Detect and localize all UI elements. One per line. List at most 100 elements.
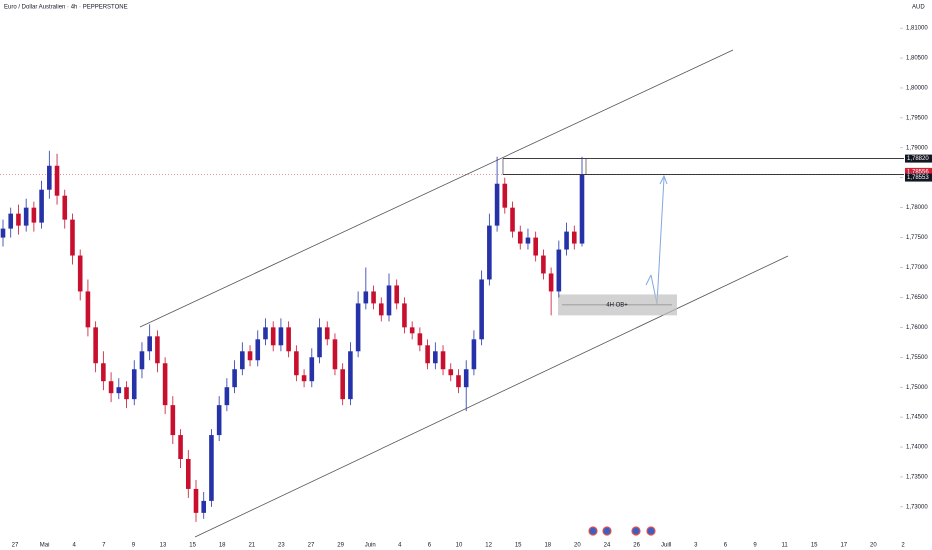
candle-body xyxy=(525,237,531,244)
price-label: 1,78553 xyxy=(907,175,929,181)
candle-body xyxy=(255,339,261,361)
candle-body xyxy=(85,291,91,328)
x-tick-label: 2 xyxy=(901,543,905,549)
candle-body xyxy=(394,285,400,304)
candle-body xyxy=(62,195,68,220)
candle-body xyxy=(479,279,484,340)
candle-body xyxy=(294,351,299,376)
event-icon[interactable] xyxy=(646,526,656,536)
y-tick-label: 1,75000 xyxy=(906,385,928,391)
candle-body xyxy=(247,351,253,361)
y-tick-label: 1,74000 xyxy=(906,445,928,451)
chart-title: Euro / Dollar Australien · 4h · PEPPERST… xyxy=(4,5,128,11)
candle-body xyxy=(355,303,361,352)
candle-body xyxy=(162,363,168,406)
candle-body xyxy=(548,273,554,292)
x-tick-label: 6 xyxy=(428,543,432,549)
x-tick-label: 27 xyxy=(308,543,315,549)
candle-body xyxy=(131,369,137,400)
candle-body xyxy=(417,333,423,346)
candle-body xyxy=(23,207,29,226)
y-tick-label: 1,77500 xyxy=(906,235,928,241)
candle-body xyxy=(348,351,353,400)
candle-body xyxy=(178,435,183,460)
candle-body xyxy=(93,327,98,364)
candle-body xyxy=(463,369,469,388)
x-tick-label: 29 xyxy=(337,543,344,549)
candle-body xyxy=(31,207,37,223)
candle-body xyxy=(317,327,322,358)
x-tick-label: 27 xyxy=(12,543,19,549)
candle-body xyxy=(270,327,276,346)
candle-body xyxy=(556,249,562,292)
x-tick-label: 9 xyxy=(753,543,757,549)
x-tick-label: 26 xyxy=(633,543,640,549)
candle-body xyxy=(332,339,338,370)
candle-body xyxy=(579,174,585,244)
y-tick-label: 1,78000 xyxy=(906,205,928,211)
candle-body xyxy=(216,405,222,436)
candle-body xyxy=(16,213,21,226)
candle-body xyxy=(378,303,384,316)
candle-body xyxy=(340,369,345,400)
x-tick-label: 13 xyxy=(160,543,167,549)
candle-body xyxy=(448,369,454,376)
candle-body xyxy=(8,213,14,229)
candle-body xyxy=(440,351,446,370)
candle-body xyxy=(139,351,145,370)
event-icons xyxy=(588,526,656,536)
x-tick-label: 6 xyxy=(724,543,728,549)
candle-body xyxy=(541,255,546,274)
candle-body xyxy=(533,237,538,256)
candle-body xyxy=(456,375,461,388)
candle-body xyxy=(201,500,207,513)
price-label-box xyxy=(905,167,932,176)
x-tick-label: 10 xyxy=(456,543,463,549)
candle-body xyxy=(309,357,315,382)
candle-body xyxy=(286,327,291,352)
candle-body xyxy=(240,351,245,370)
y-tick-label: 1,73000 xyxy=(906,504,928,510)
order-block-label: 4H OB+ xyxy=(606,302,628,308)
candle-body xyxy=(232,369,237,388)
y-tick-label: 1,80000 xyxy=(906,86,928,92)
price-label: 1,78556 xyxy=(907,169,929,175)
candle-body xyxy=(54,165,60,196)
y-tick-label: 1,74500 xyxy=(906,415,928,421)
candle-body xyxy=(564,231,569,250)
candle-body xyxy=(487,225,492,280)
event-icon[interactable] xyxy=(602,526,612,536)
candle-body xyxy=(502,183,508,208)
event-icon[interactable] xyxy=(588,526,598,536)
candle-body xyxy=(510,207,515,232)
x-tick-label: 15 xyxy=(811,543,818,549)
x-tick-label: 20 xyxy=(574,543,581,549)
y-tick-label: 1,73500 xyxy=(906,475,928,481)
candle-body xyxy=(517,231,523,244)
x-tick-label: 18 xyxy=(544,543,551,549)
x-tick-label: 12 xyxy=(485,543,492,549)
candle-body xyxy=(425,345,430,364)
x-tick-label: Juin xyxy=(365,543,376,549)
candle-body xyxy=(70,219,75,256)
price-label: 1,78820 xyxy=(907,156,929,162)
candle-body xyxy=(263,327,268,340)
candle-body xyxy=(224,387,230,406)
candle-body xyxy=(170,405,176,436)
candle-body xyxy=(571,231,577,244)
x-tick-label: Juill xyxy=(661,543,671,549)
projection-arrow xyxy=(650,174,668,305)
x-tick-label: 4 xyxy=(398,543,402,549)
candle-body xyxy=(402,303,407,328)
trend-line-upper xyxy=(139,49,734,328)
candle-body xyxy=(39,189,44,223)
event-icon[interactable] xyxy=(631,526,641,536)
x-tick-label: 20 xyxy=(870,543,877,549)
y-tick-label: 1,77000 xyxy=(906,265,928,271)
price-label-box xyxy=(905,154,932,163)
y-tick-label: 1,79000 xyxy=(906,145,928,151)
candle-body xyxy=(471,339,477,370)
currency: AUD xyxy=(912,5,925,11)
candle-body xyxy=(155,336,160,364)
